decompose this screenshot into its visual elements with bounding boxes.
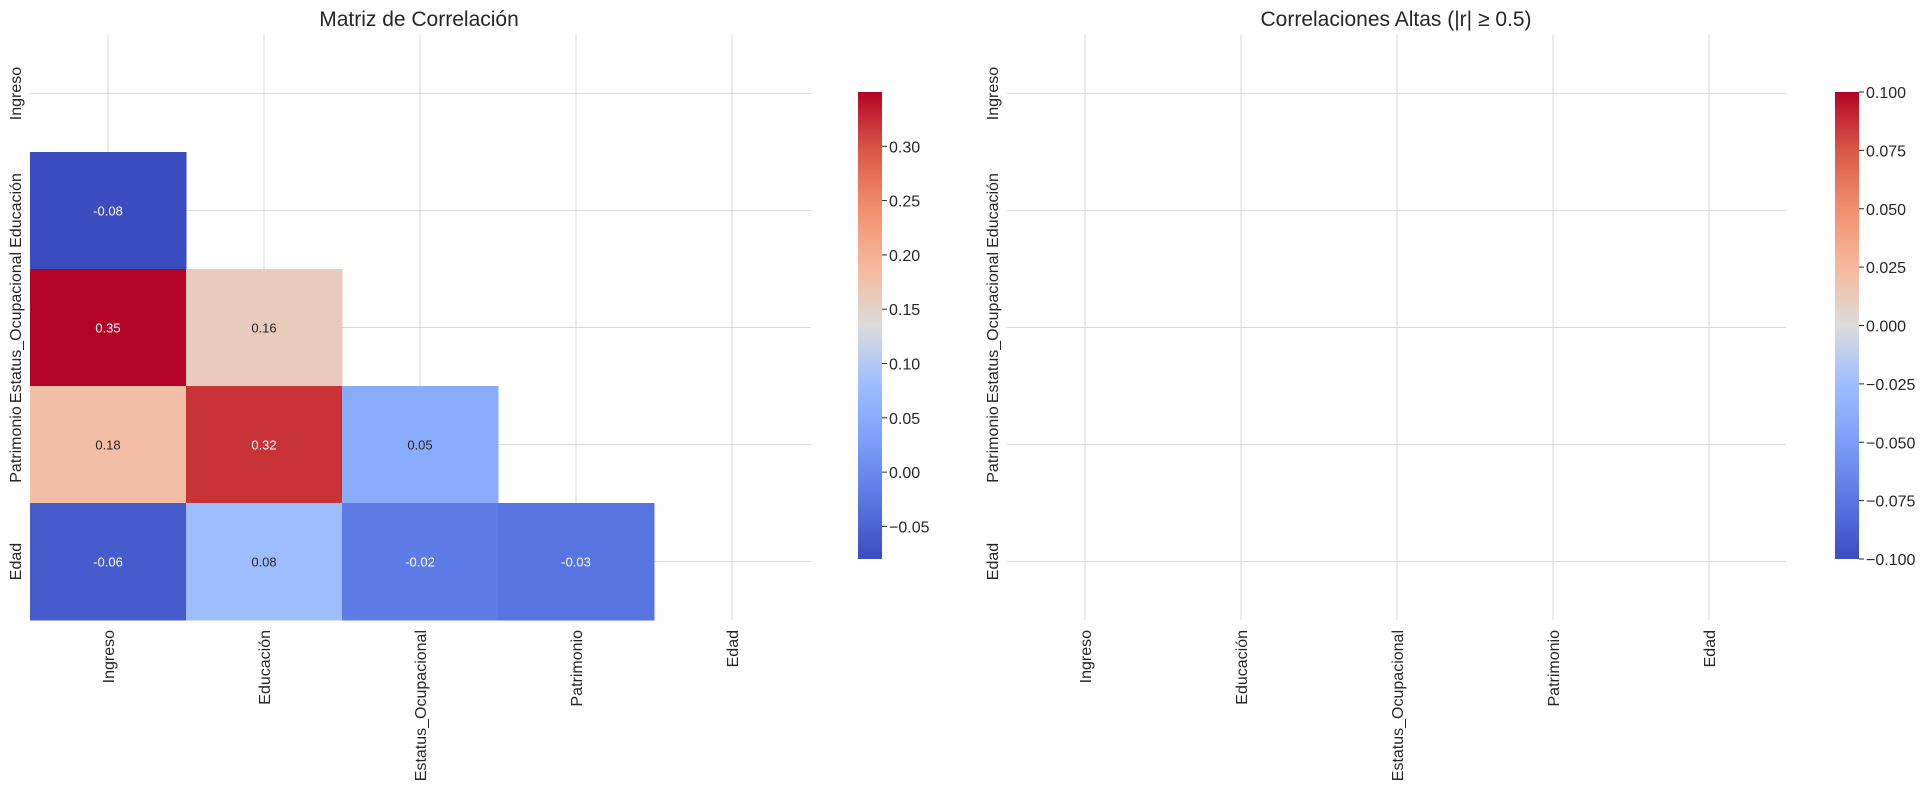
colorbar-tick-label: 0.100 — [1866, 85, 1906, 102]
colorbar-tick-label: 0.05 — [889, 411, 920, 428]
colorbar-tick-label: 0.050 — [1866, 202, 1906, 219]
colorbar-tick-label: 0.025 — [1866, 260, 1906, 277]
colorbar — [1835, 92, 1859, 559]
x-tick-label: Ingreso — [101, 630, 118, 683]
x-tick-label: Patrimonio — [569, 630, 586, 707]
heatmap-cell — [342, 503, 499, 621]
cell-value-label: 0.18 — [95, 438, 120, 453]
colorbar-tick-label: 0.075 — [1866, 143, 1906, 160]
correlation-matrix-chart: Matriz de Correlación -0.08 0.35 0.16 0.18 0… — [8, 8, 930, 781]
y-tick-label: Patrimonio — [985, 406, 1002, 483]
colorbar-tick-label: 0.30 — [889, 139, 920, 156]
colorbar-ticks: −0.05 0.00 0.05 0.10 0.15 0.20 0.25 0.30 — [882, 139, 930, 536]
y-tick-label: Patrimonio — [8, 406, 25, 483]
cell-value-label: 0.16 — [251, 321, 276, 336]
colorbar-tick-label: −0.075 — [1866, 494, 1915, 511]
y-tick-label: Ingreso — [8, 67, 25, 120]
heatmap-cell — [30, 503, 187, 621]
heatmap-cell — [30, 152, 187, 270]
y-tick-labels: Ingreso Educación Estatus_Ocupacional Patri… — [985, 67, 1002, 580]
colorbar-tick-label: −0.05 — [889, 519, 930, 536]
y-tick-label: Estatus_Ocupacional — [8, 252, 25, 403]
chart-title: Matriz de Correlación — [319, 8, 519, 31]
colorbar-tick-label: 0.20 — [889, 248, 920, 265]
x-tick-label: Educación — [257, 630, 274, 705]
high-correlations-chart: Correlaciones Altas (|r| ≥ 0.5) Ingreso E… — [985, 8, 1915, 781]
x-tick-label: Educación — [1234, 630, 1251, 705]
y-tick-label: Ingreso — [985, 67, 1002, 120]
heatmap-cell — [30, 269, 187, 387]
heatmap-cell — [186, 269, 343, 387]
colorbar-tick-label: −0.050 — [1866, 435, 1915, 452]
heatmap-cell — [498, 503, 655, 621]
x-tick-label: Patrimonio — [1546, 630, 1563, 707]
colorbar-tick-label: −0.025 — [1866, 377, 1915, 394]
x-tick-label: Edad — [1702, 630, 1719, 667]
cell-value-label: 0.08 — [251, 555, 276, 570]
colorbar-tick-label: 0.00 — [889, 465, 920, 482]
grid-lines — [1007, 35, 1786, 620]
x-tick-label: Edad — [725, 630, 742, 667]
cell-value-label: 0.05 — [407, 438, 432, 453]
x-tick-labels: Ingreso Educación Estatus_Ocupacional Patri… — [1078, 630, 1719, 781]
heatmap-cell — [186, 503, 343, 621]
heatmap-cells: -0.08 0.35 0.16 0.18 0.32 0.05 -0.06 0.08 -0.02 -… — [30, 152, 655, 621]
y-tick-labels: Ingreso Educación Estatus_Ocupacional Patri… — [8, 67, 25, 580]
heatmap-cell — [342, 386, 499, 504]
y-tick-label: Edad — [985, 543, 1002, 580]
heatmap-cell — [30, 386, 187, 504]
colorbar-tick-label: 0.000 — [1866, 319, 1906, 336]
colorbar-tick-label: 0.10 — [889, 357, 920, 374]
cell-value-label: -0.02 — [405, 555, 435, 570]
y-tick-label: Educación — [8, 173, 25, 248]
colorbar-tick-label: 0.25 — [889, 194, 920, 211]
chart-title: Correlaciones Altas (|r| ≥ 0.5) — [1260, 8, 1531, 31]
y-tick-label: Educación — [985, 173, 1002, 248]
cell-value-label: -0.08 — [93, 204, 123, 219]
colorbar-ticks: −0.100 −0.075 −0.050 −0.025 0.000 0.025 0.050 0… — [1859, 85, 1915, 569]
cell-value-label: -0.06 — [93, 555, 123, 570]
y-tick-label: Edad — [8, 543, 25, 580]
colorbar-tick-label: 0.15 — [889, 302, 920, 319]
x-tick-label: Estatus_Ocupacional — [1390, 630, 1407, 781]
heatmap-cell — [186, 386, 343, 504]
x-tick-label: Estatus_Ocupacional — [413, 630, 430, 781]
colorbar — [858, 92, 882, 559]
x-tick-labels: Ingreso Educación Estatus_Ocupacional Patri… — [101, 630, 742, 781]
cell-value-label: 0.32 — [251, 438, 276, 453]
colorbar-tick-label: −0.100 — [1866, 552, 1915, 569]
cell-value-label: -0.03 — [561, 555, 591, 570]
cell-value-label: 0.35 — [95, 321, 120, 336]
x-tick-label: Ingreso — [1078, 630, 1095, 683]
y-tick-label: Estatus_Ocupacional — [985, 252, 1002, 403]
